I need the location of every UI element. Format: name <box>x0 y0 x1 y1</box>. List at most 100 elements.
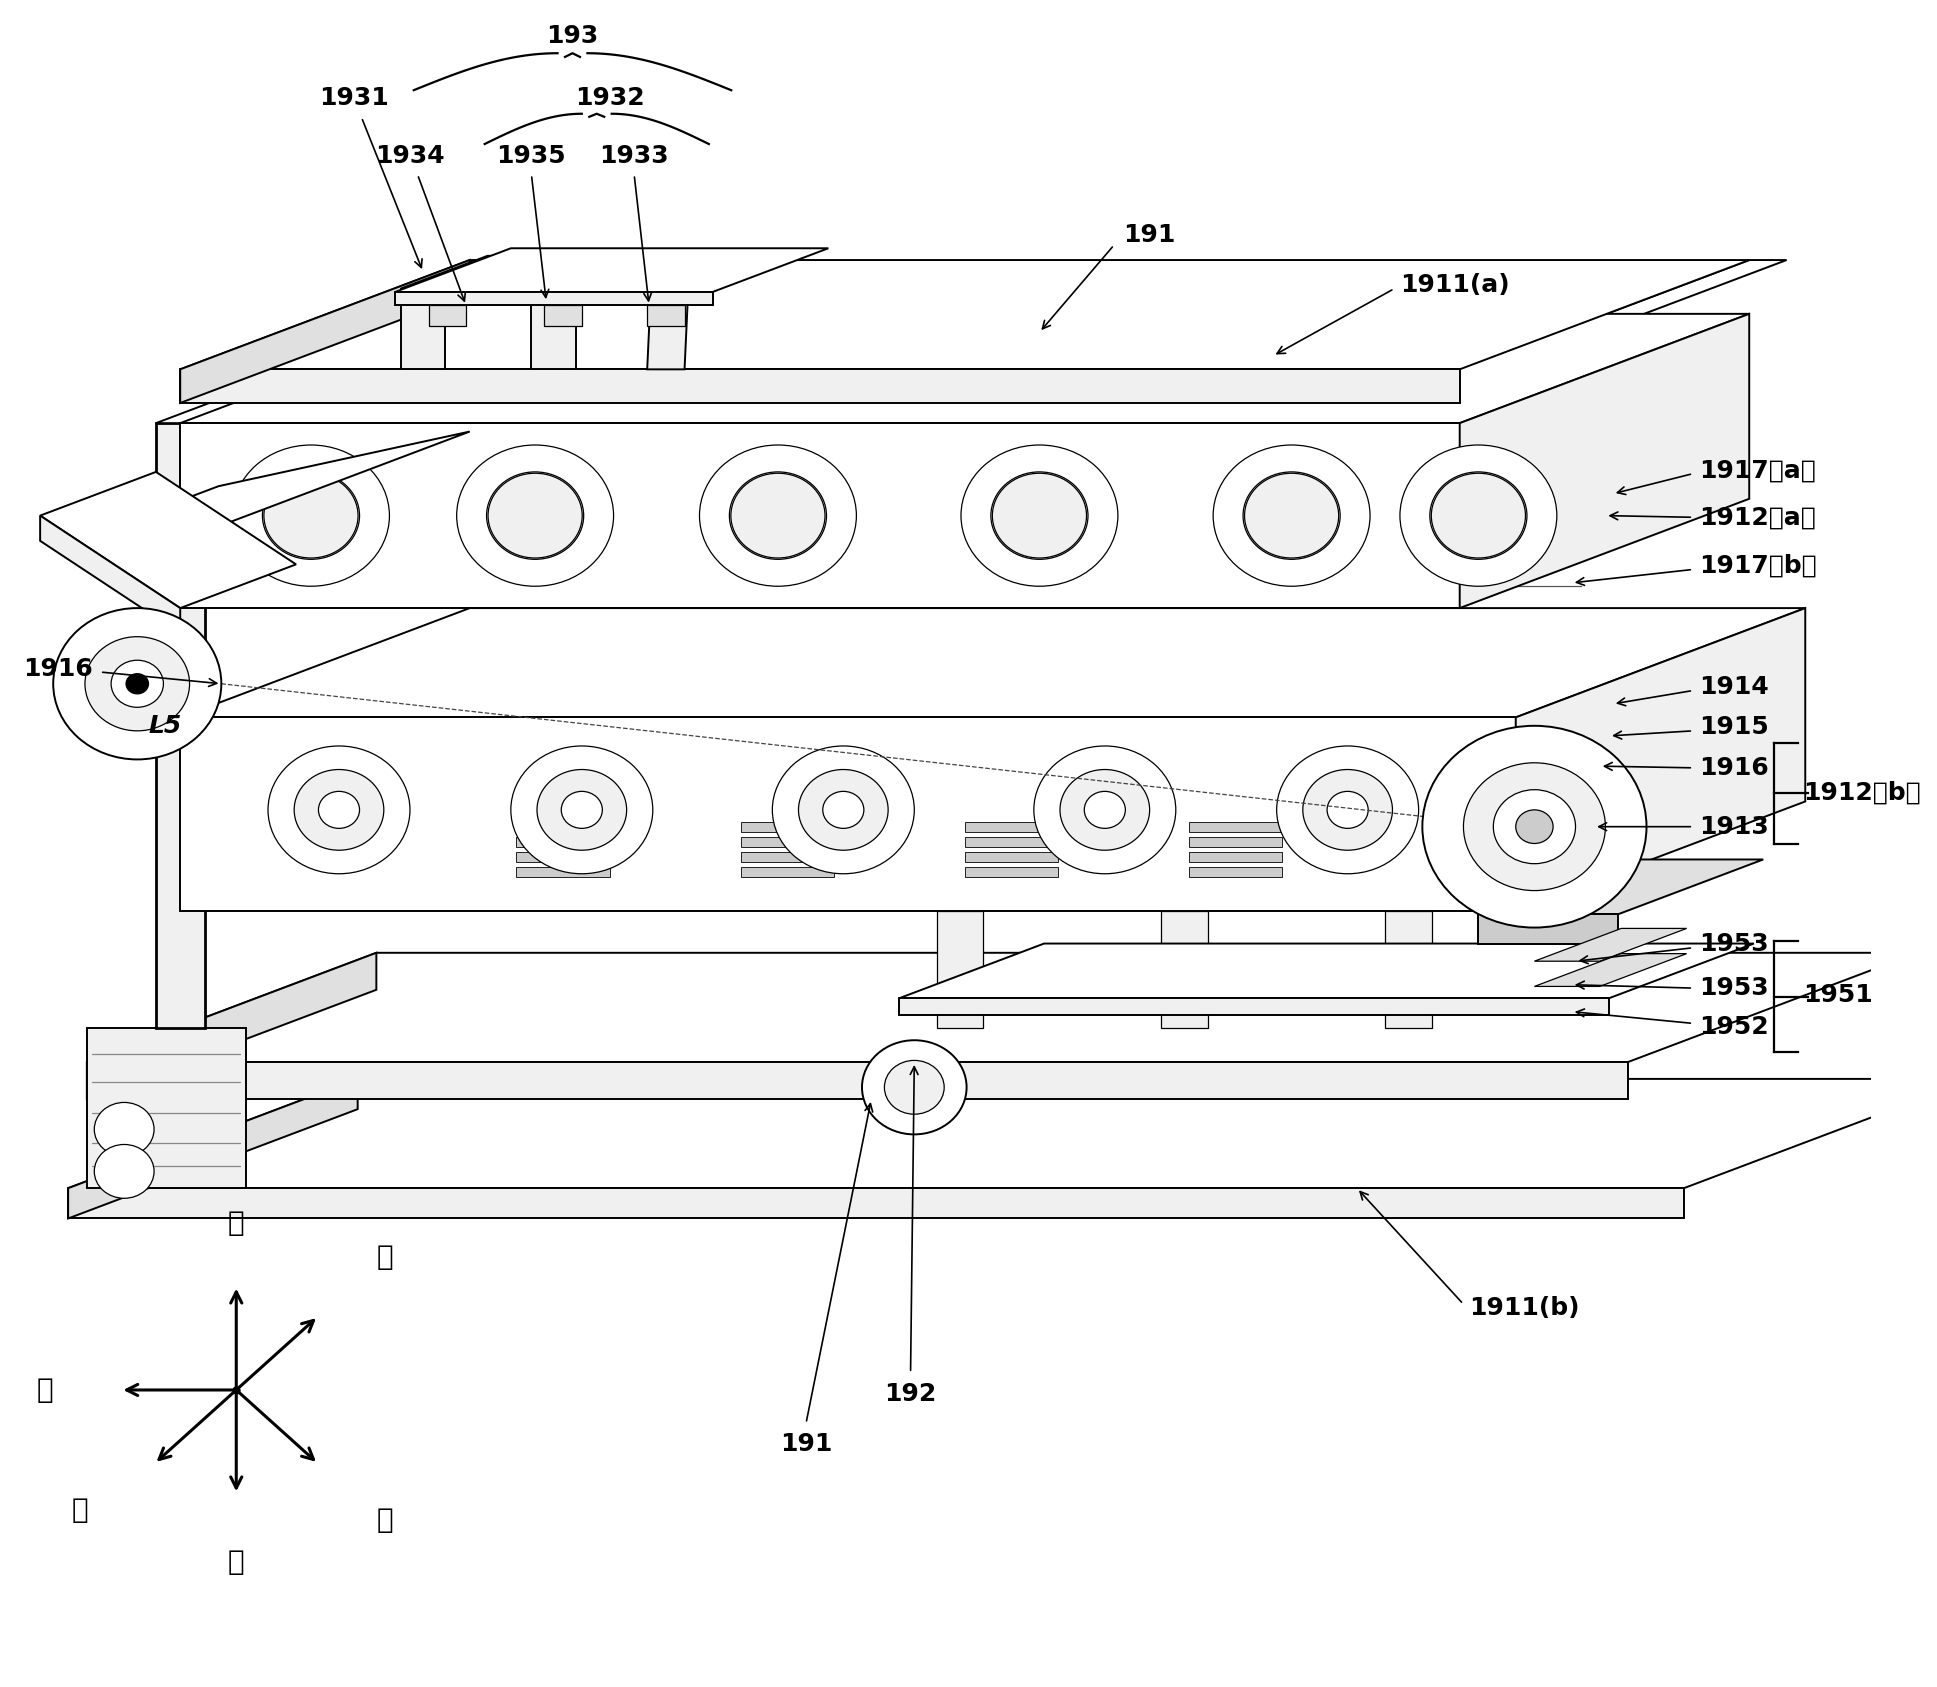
Text: 1912（a）: 1912（a） <box>1699 506 1815 530</box>
Polygon shape <box>1160 911 1207 1029</box>
Circle shape <box>798 769 889 850</box>
Circle shape <box>773 746 914 874</box>
Polygon shape <box>180 314 1749 423</box>
Text: 1935: 1935 <box>496 143 566 167</box>
Polygon shape <box>899 943 1753 999</box>
Circle shape <box>537 769 628 850</box>
Text: 右: 右 <box>376 1506 393 1533</box>
Polygon shape <box>517 837 610 847</box>
Text: 1953: 1953 <box>1699 977 1768 1000</box>
Circle shape <box>267 746 411 874</box>
Circle shape <box>513 496 558 536</box>
Polygon shape <box>517 822 610 832</box>
Text: 1915: 1915 <box>1699 715 1768 739</box>
Text: 1911(b): 1911(b) <box>1468 1296 1579 1319</box>
Text: 1917（b）: 1917（b） <box>1699 553 1817 579</box>
Circle shape <box>562 791 602 828</box>
Circle shape <box>1269 496 1313 536</box>
Polygon shape <box>1189 837 1282 847</box>
Text: 上: 上 <box>229 1210 244 1237</box>
Polygon shape <box>647 288 688 369</box>
Circle shape <box>486 472 583 560</box>
Text: 1913: 1913 <box>1699 815 1768 838</box>
Polygon shape <box>1460 260 1786 369</box>
Polygon shape <box>428 305 467 326</box>
Circle shape <box>1244 472 1340 560</box>
Polygon shape <box>1517 607 1805 911</box>
Text: 下: 下 <box>229 1549 244 1576</box>
Text: 1952: 1952 <box>1699 1016 1768 1039</box>
Polygon shape <box>740 837 835 847</box>
Text: 1916: 1916 <box>1699 756 1768 779</box>
Circle shape <box>992 474 1087 558</box>
Text: 后: 后 <box>72 1496 89 1523</box>
Circle shape <box>755 496 800 536</box>
Circle shape <box>885 1061 943 1113</box>
Polygon shape <box>180 260 1749 369</box>
Circle shape <box>263 474 358 558</box>
Circle shape <box>1213 445 1369 587</box>
Text: 1912（b）: 1912（b） <box>1803 781 1922 805</box>
Polygon shape <box>1385 911 1431 1029</box>
Circle shape <box>1276 746 1418 874</box>
Text: 1931: 1931 <box>320 86 389 110</box>
Circle shape <box>110 660 163 707</box>
Polygon shape <box>157 380 320 423</box>
Text: 1953: 1953 <box>1699 933 1768 957</box>
Text: 1914: 1914 <box>1699 675 1768 698</box>
Circle shape <box>318 791 360 828</box>
Polygon shape <box>180 369 1460 403</box>
Circle shape <box>95 1102 155 1156</box>
Polygon shape <box>965 837 1058 847</box>
Polygon shape <box>68 1080 358 1218</box>
Polygon shape <box>395 292 713 305</box>
Polygon shape <box>1189 822 1282 832</box>
Polygon shape <box>1189 867 1282 877</box>
Circle shape <box>1304 769 1393 850</box>
Polygon shape <box>74 432 471 542</box>
Circle shape <box>85 636 190 730</box>
Polygon shape <box>401 288 446 369</box>
Text: 前: 前 <box>376 1243 393 1270</box>
Text: 1917（a）: 1917（a） <box>1699 459 1815 482</box>
Polygon shape <box>531 256 662 288</box>
Polygon shape <box>1478 859 1763 914</box>
Polygon shape <box>41 472 296 607</box>
Circle shape <box>961 445 1118 587</box>
Circle shape <box>1430 472 1526 560</box>
Polygon shape <box>517 867 610 877</box>
Text: 191: 191 <box>1123 223 1176 246</box>
Polygon shape <box>401 256 533 288</box>
Text: 1932: 1932 <box>575 86 645 110</box>
Polygon shape <box>965 822 1058 832</box>
Circle shape <box>232 445 389 587</box>
Polygon shape <box>517 852 610 862</box>
Circle shape <box>992 472 1089 560</box>
Circle shape <box>730 472 827 560</box>
Polygon shape <box>647 305 684 326</box>
Circle shape <box>1017 496 1061 536</box>
Polygon shape <box>180 607 1805 717</box>
Circle shape <box>699 445 856 587</box>
Polygon shape <box>1189 852 1282 862</box>
Polygon shape <box>87 1029 246 1188</box>
Circle shape <box>289 496 333 536</box>
Circle shape <box>1060 769 1151 850</box>
Circle shape <box>1464 763 1606 891</box>
Circle shape <box>730 474 825 558</box>
Circle shape <box>457 445 614 587</box>
Polygon shape <box>68 1188 1683 1218</box>
Polygon shape <box>395 248 829 292</box>
Text: 1951: 1951 <box>1803 984 1873 1007</box>
Polygon shape <box>68 1080 1937 1188</box>
Polygon shape <box>157 423 205 1029</box>
Text: 1934: 1934 <box>376 143 446 167</box>
Circle shape <box>95 1144 155 1198</box>
Polygon shape <box>899 999 1610 1016</box>
Text: 1911(a): 1911(a) <box>1400 273 1509 297</box>
Circle shape <box>1034 746 1176 874</box>
Circle shape <box>1085 791 1125 828</box>
Polygon shape <box>531 288 575 369</box>
Circle shape <box>126 673 149 693</box>
Circle shape <box>294 769 384 850</box>
